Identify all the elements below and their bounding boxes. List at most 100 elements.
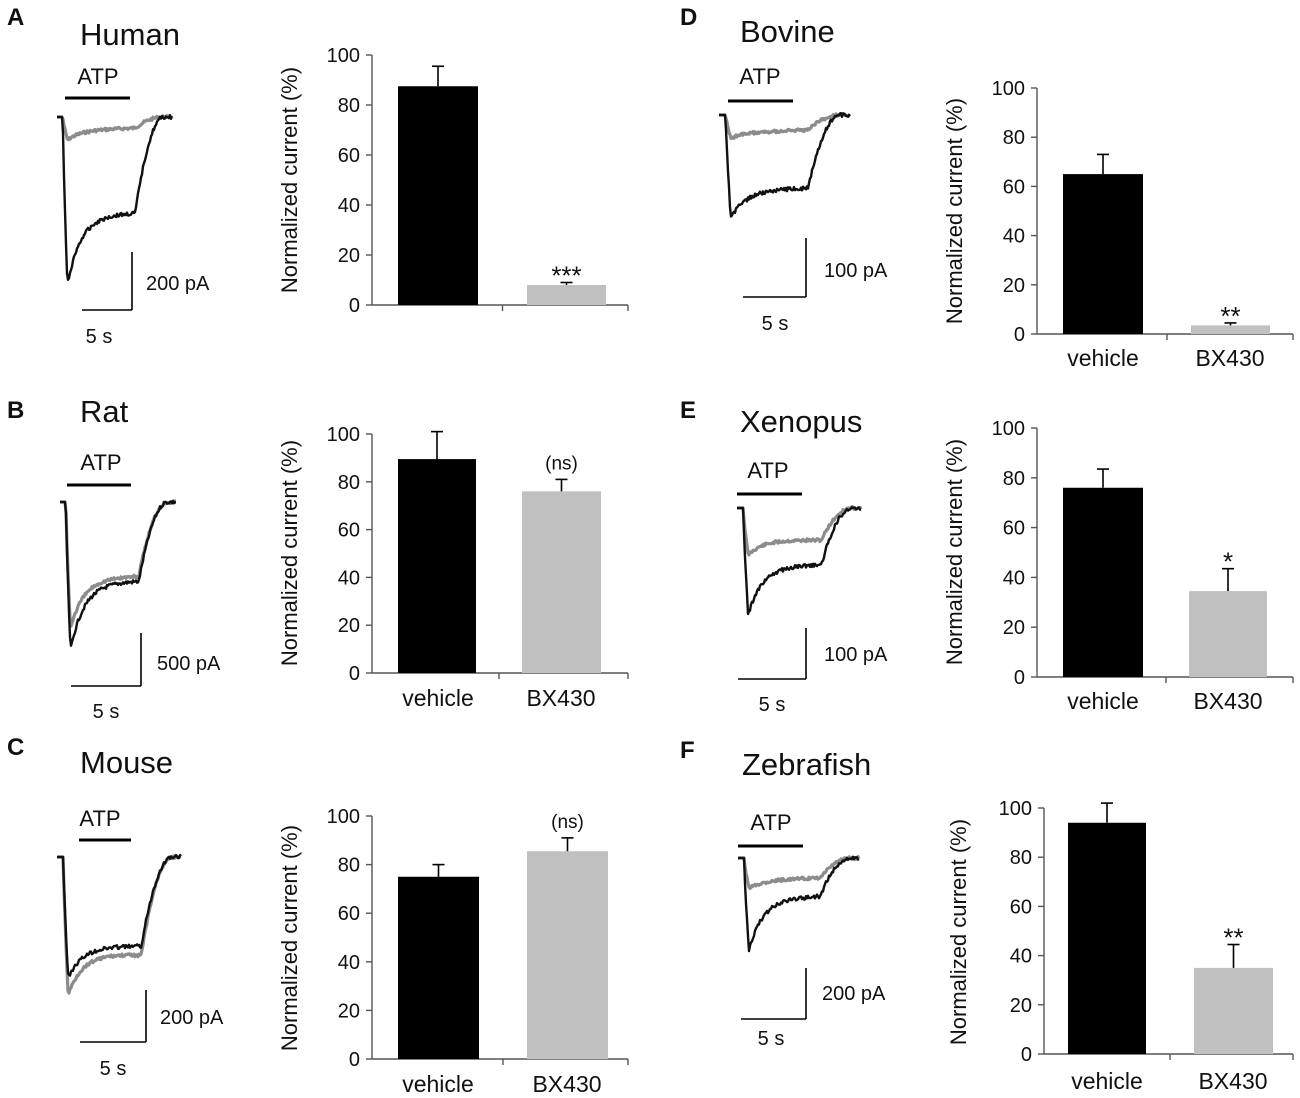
scale-time-label: 5 s	[762, 313, 789, 335]
bar-bx430	[527, 851, 608, 1059]
current-trace-control	[718, 112, 851, 218]
scale-current-label: 200 pA	[822, 983, 886, 1005]
y-tick-label: 100	[992, 78, 1025, 100]
scale-time-label: 5 s	[759, 694, 786, 716]
atp-label: ATP	[750, 810, 791, 835]
significance-marker: (ns)	[551, 812, 584, 833]
panel-d: D Bovine ATP 100 pA 5 s 0 20 40 60 80 100 Normalize…	[680, 4, 1294, 371]
y-tick-label: 100	[327, 45, 360, 67]
y-axis-label: Normalized current (%)	[277, 67, 302, 293]
bar-bx430	[1194, 967, 1273, 1054]
species-title: Zebrafish	[742, 747, 871, 782]
y-tick-label: 20	[338, 245, 360, 267]
y-tick-label: 0	[349, 295, 360, 317]
y-tick-label: 60	[1010, 896, 1032, 918]
y-tick-label: 100	[327, 806, 360, 828]
bar-vehicle	[398, 86, 478, 305]
y-tick-label: 60	[1003, 176, 1025, 198]
current-trace-bx430	[56, 853, 182, 995]
y-tick-label: 80	[338, 472, 360, 494]
y-tick-label: 20	[1010, 995, 1032, 1017]
panel-a: A Human ATP 200 pA 5 s 0 20 40 60 80 100 Normalized…	[7, 4, 629, 348]
y-tick-label: 0	[1014, 667, 1025, 689]
y-tick-label: 80	[338, 855, 360, 877]
significance-marker: *	[1223, 547, 1233, 577]
y-tick-label: 20	[338, 615, 360, 637]
y-tick-label: 80	[338, 95, 360, 117]
y-tick-label: 80	[1010, 847, 1032, 869]
y-axis-label: Normalized current (%)	[277, 825, 302, 1051]
category-label: vehicle	[402, 1071, 474, 1097]
scale-current-label: 200 pA	[160, 1007, 224, 1029]
y-axis-label: Normalized current (%)	[942, 439, 967, 665]
category-label: vehicle	[1067, 345, 1139, 371]
category-label: vehicle	[1067, 688, 1139, 714]
atp-label: ATP	[80, 450, 121, 475]
y-tick-label: 40	[338, 952, 360, 974]
y-tick-label: 20	[1003, 617, 1025, 639]
significance-marker: (ns)	[545, 453, 578, 474]
panel-e: E Xenopus ATP 100 pA 5 s 0 20 40 60 80 100 Normaliz…	[680, 397, 1294, 716]
y-tick-label: 60	[338, 145, 360, 167]
category-label: BX430	[1195, 345, 1264, 371]
category-label: BX430	[532, 1071, 601, 1097]
y-tick-label: 40	[1010, 946, 1032, 968]
y-tick-label: 60	[338, 903, 360, 925]
panel-letter-c: C	[7, 734, 24, 761]
species-title: Mouse	[80, 745, 173, 780]
y-tick-label: 40	[1003, 226, 1025, 248]
panel-b: B Rat ATP 500 pA 5 s 0 20 40 60 80 100 Normalized c…	[7, 394, 629, 723]
bar-vehicle	[1068, 822, 1146, 1054]
current-trace-bx430	[56, 114, 173, 142]
y-tick-label: 60	[1003, 518, 1025, 540]
scale-time-label: 5 s	[86, 326, 113, 348]
y-tick-label: 80	[1003, 468, 1025, 490]
atp-label: ATP	[747, 458, 788, 483]
bar-vehicle	[1063, 174, 1143, 334]
y-tick-label: 40	[338, 195, 360, 217]
y-tick-label: 100	[999, 798, 1032, 820]
category-label: BX430	[1198, 1068, 1267, 1094]
atp-label: ATP	[77, 64, 118, 89]
y-tick-label: 80	[1003, 127, 1025, 149]
bar-bx430	[527, 285, 606, 305]
panel-letter-d: D	[680, 4, 697, 31]
significance-marker: ***	[551, 261, 581, 291]
y-tick-label: 40	[338, 567, 360, 589]
y-tick-label: 0	[349, 663, 360, 685]
panel-f: F Zebrafish ATP 200 pA 5 s 0 20 40 60 80 100 Normal…	[680, 737, 1294, 1094]
species-title: Rat	[80, 394, 129, 429]
atp-label: ATP	[79, 806, 120, 831]
current-trace-control	[59, 499, 177, 647]
current-trace-control	[736, 506, 862, 616]
significance-marker: **	[1220, 301, 1240, 331]
scale-time-label: 5 s	[758, 1028, 785, 1050]
bar-bx430	[1191, 325, 1270, 334]
y-tick-label: 0	[349, 1049, 360, 1071]
current-trace-control	[56, 853, 182, 977]
bar-bx430	[522, 491, 601, 673]
species-title: Human	[80, 17, 180, 52]
current-trace-bx430	[59, 499, 177, 628]
significance-marker: **	[1223, 923, 1243, 953]
atp-label: ATP	[739, 64, 780, 89]
category-label: vehicle	[402, 685, 474, 711]
current-trace-control	[737, 855, 860, 953]
y-axis-label: Normalized current (%)	[942, 98, 967, 324]
y-axis-label: Normalized current (%)	[946, 819, 971, 1045]
y-tick-label: 20	[1003, 275, 1025, 297]
y-tick-label: 100	[992, 418, 1025, 440]
y-tick-label: 20	[338, 1000, 360, 1022]
panel-letter-f: F	[680, 737, 695, 764]
current-trace-control	[56, 113, 174, 281]
scale-time-label: 5 s	[93, 701, 120, 723]
current-trace-bx430	[737, 855, 861, 890]
y-tick-label: 60	[338, 520, 360, 542]
category-label: vehicle	[1071, 1068, 1143, 1094]
bar-vehicle	[398, 459, 476, 673]
panel-letter-e: E	[680, 397, 696, 424]
y-tick-label: 0	[1014, 324, 1025, 346]
species-title: Xenopus	[740, 404, 862, 439]
scale-current-label: 100 pA	[824, 644, 888, 666]
